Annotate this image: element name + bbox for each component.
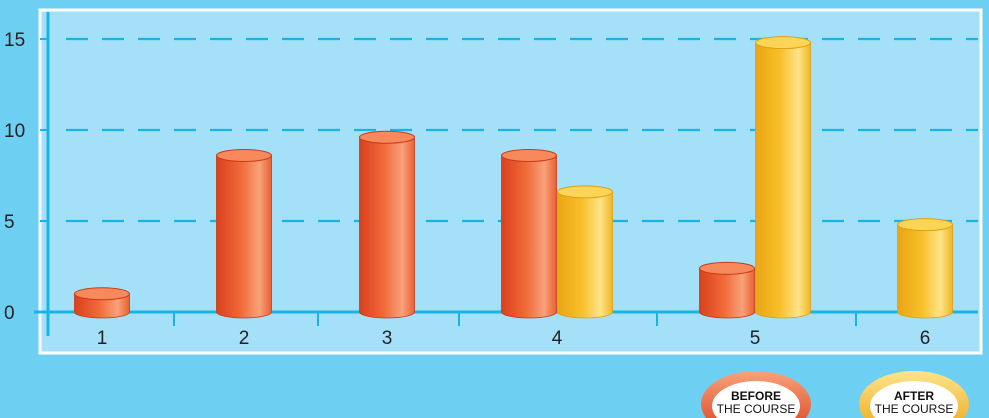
legend-title: BEFORE (731, 389, 781, 403)
bar-before-2 (216, 148, 272, 319)
y-tick-label: 5 (4, 212, 15, 233)
legend-subtitle: THE COURSE (875, 402, 954, 416)
bar-before-1 (74, 287, 130, 319)
bar-before-5 (699, 261, 755, 319)
y-tick-label: 10 (4, 121, 25, 142)
x-tick-label: 1 (97, 328, 108, 349)
x-tick-label: 6 (920, 328, 931, 349)
bar-after-6 (897, 218, 953, 319)
bars (74, 36, 953, 319)
x-tick-label: 2 (239, 328, 250, 349)
bar-after-4 (557, 185, 613, 319)
y-tick-label: 0 (4, 303, 15, 324)
x-tick-label: 5 (750, 328, 761, 349)
x-tick-label: 4 (552, 328, 563, 349)
bar-before-4 (501, 148, 557, 319)
x-tick-label: 3 (382, 328, 393, 349)
bar-before-3 (359, 130, 415, 319)
bar-after-5 (755, 36, 811, 319)
y-tick-labels: 0 5 10 15 (4, 30, 25, 324)
legend-badge-inner (712, 381, 800, 418)
legend-title: AFTER (894, 389, 934, 403)
y-tick-label: 15 (4, 30, 25, 51)
legend-badge-inner (870, 381, 958, 418)
legend-subtitle: THE COURSE (717, 402, 796, 416)
x-tick-labels: 1 2 3 4 5 6 (97, 328, 931, 349)
